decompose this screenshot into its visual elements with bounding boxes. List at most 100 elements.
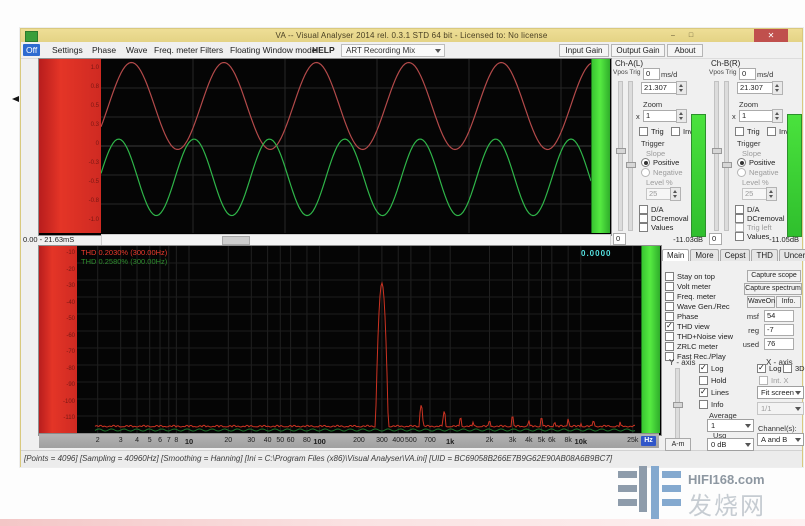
checkbox-icon[interactable] <box>665 321 674 331</box>
check-stay-on-top[interactable]: Stay on top <box>665 272 715 281</box>
checkbox-icon[interactable] <box>699 387 708 397</box>
menu-settings[interactable]: Settings <box>52 45 83 55</box>
average-combo[interactable]: 1 <box>707 419 754 432</box>
y-info-checkbox[interactable]: Info <box>699 400 724 409</box>
trig-checkbox[interactable]: Trig <box>735 127 760 136</box>
channels-combo[interactable]: A and B <box>757 433 804 446</box>
timebase-stepper[interactable] <box>676 81 687 95</box>
checkbox-icon[interactable] <box>665 272 674 281</box>
zoom-stepper[interactable] <box>772 109 783 123</box>
scope-scrollbar-thumb[interactable] <box>222 236 250 245</box>
menu-off[interactable]: Off <box>23 44 41 56</box>
x-log-checkbox[interactable]: Log <box>757 363 782 373</box>
maximize-button[interactable]: □ <box>688 32 694 39</box>
msd-value[interactable]: 0 <box>739 68 756 80</box>
recording-source-combo[interactable]: ART Recording Mix <box>341 44 445 57</box>
menu-freq-meter[interactable]: Freq. meter <box>154 45 198 55</box>
tab-cepst[interactable]: Cepst <box>719 249 751 261</box>
inv-checkbox[interactable]: Inv <box>767 127 789 136</box>
checkbox-icon[interactable] <box>735 205 744 214</box>
trig-checkbox[interactable]: Trig <box>639 127 664 136</box>
capture-scope-button[interactable]: Capture scope <box>747 270 801 282</box>
check-volt-meter[interactable]: Volt meter <box>665 282 711 291</box>
trig-slider[interactable] <box>722 81 732 231</box>
checkbox-icon[interactable] <box>735 214 744 223</box>
timebase-input[interactable]: 21.307 <box>737 82 774 94</box>
positive-radio[interactable]: Positive <box>641 158 679 167</box>
inv-checkbox[interactable]: Inv <box>671 127 693 136</box>
x-intx-checkbox[interactable]: Int. X <box>759 376 789 385</box>
checkbox-icon[interactable] <box>665 352 674 361</box>
wave-on-button[interactable]: WaveOn <box>747 296 775 308</box>
checkbox-icon[interactable] <box>699 363 708 373</box>
tab-uncert[interactable]: Uncert <box>778 249 805 261</box>
checkbox-icon[interactable] <box>735 223 744 232</box>
fit-screen-combo[interactable]: Fit screen <box>757 386 804 399</box>
checkbox-icon[interactable] <box>783 364 792 373</box>
check-phase[interactable]: Phase <box>665 312 698 321</box>
minimize-button[interactable]: – <box>671 32 675 39</box>
checkbox-icon[interactable] <box>665 282 674 291</box>
level-stepper[interactable] <box>670 187 681 201</box>
level-value[interactable]: 25 <box>742 188 768 200</box>
radio-icon[interactable] <box>737 158 746 167</box>
values-checkbox[interactable]: Values <box>639 223 673 232</box>
check-zrlc-meter[interactable]: ZRLC meter <box>665 342 718 351</box>
check-thd-noise-view[interactable]: THD+Noise view <box>665 332 733 341</box>
check-freq-meter[interactable]: Freq. meter <box>665 292 716 301</box>
checkbox-icon[interactable] <box>735 127 744 136</box>
input-gain-button[interactable]: Input Gain <box>559 44 609 57</box>
x-3d-checkbox[interactable]: 3D <box>783 364 805 373</box>
checkbox-icon[interactable] <box>639 127 648 136</box>
am-button[interactable]: A-m <box>665 438 691 451</box>
menu-floating-window-mode[interactable]: Floating Window mode <box>230 45 317 55</box>
menu-phase[interactable]: Phase <box>92 45 117 55</box>
vpos-slider[interactable] <box>712 81 722 231</box>
checkbox-icon[interactable] <box>735 232 744 241</box>
tab-thd[interactable]: THD <box>751 249 778 261</box>
trig-slider[interactable] <box>626 81 636 231</box>
about-button[interactable]: About <box>667 44 703 57</box>
checkbox-icon[interactable] <box>671 127 680 136</box>
radio-icon[interactable] <box>737 168 746 177</box>
checkbox-icon[interactable] <box>665 312 674 321</box>
menu-filters[interactable]: Filters <box>200 45 224 55</box>
menu-help[interactable]: HELP <box>312 45 335 55</box>
checkbox-icon[interactable] <box>767 127 776 136</box>
output-gain-button[interactable]: Output Gain <box>611 44 665 57</box>
info-button[interactable]: Info. <box>776 296 801 308</box>
zoom-stepper[interactable] <box>676 109 687 123</box>
values-checkbox[interactable]: Values <box>735 232 769 241</box>
negative-radio[interactable]: Negative <box>641 168 683 177</box>
check-thd-view[interactable]: THD view <box>665 321 710 331</box>
checkbox-icon[interactable] <box>665 342 674 351</box>
checkbox-icon[interactable] <box>759 376 768 385</box>
checkbox-icon[interactable] <box>665 332 674 341</box>
zoom-value[interactable]: 1 <box>739 110 774 122</box>
zoom-value[interactable]: 1 <box>643 110 678 122</box>
capture-spectrum-button[interactable]: Capture spectrum <box>744 283 802 295</box>
check-fast-rec-play[interactable]: Fast Rec./Play <box>665 352 726 361</box>
da-checkbox[interactable]: D/A <box>639 205 664 214</box>
checkbox-icon[interactable] <box>639 223 648 232</box>
radio-icon[interactable] <box>641 158 650 167</box>
positive-radio[interactable]: Positive <box>737 158 775 167</box>
level-value[interactable]: 25 <box>646 188 672 200</box>
menu-wave[interactable]: Wave <box>126 45 148 55</box>
checkbox-icon[interactable] <box>665 302 674 311</box>
y-hold-checkbox[interactable]: Hold <box>699 376 726 385</box>
check-wave-gen-rec[interactable]: Wave Gen./Rec <box>665 302 730 311</box>
checkbox-icon[interactable] <box>639 205 648 214</box>
dcremoval-checkbox[interactable]: DCremoval <box>735 214 785 223</box>
y-lines-checkbox[interactable]: Lines <box>699 387 729 397</box>
y-log-checkbox[interactable]: Log <box>699 363 724 373</box>
checkbox-icon[interactable] <box>757 363 766 373</box>
radio-icon[interactable] <box>641 168 650 177</box>
db-range-combo[interactable]: 0 dB <box>707 438 754 451</box>
timebase-input[interactable]: 21.307 <box>641 82 678 94</box>
negative-radio[interactable]: Negative <box>737 168 779 177</box>
close-button[interactable]: ✕ <box>754 29 788 42</box>
da-checkbox[interactable]: D/A <box>735 205 760 214</box>
checkbox-icon[interactable] <box>665 292 674 301</box>
tab-more[interactable]: More <box>690 249 719 261</box>
